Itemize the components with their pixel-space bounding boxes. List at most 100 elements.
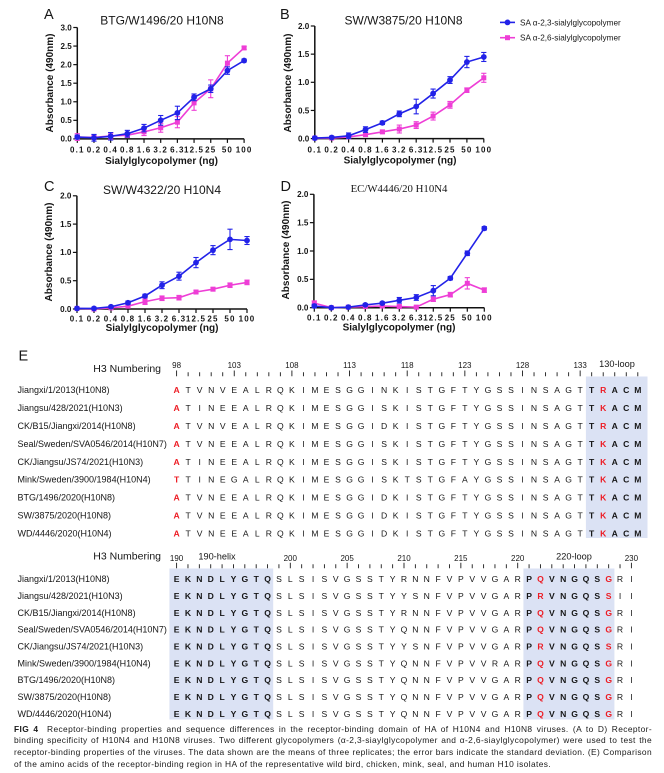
svg-text:Absorbance (490nm): Absorbance (490nm): [45, 34, 56, 133]
svg-text:1.5: 1.5: [61, 79, 73, 88]
svg-text:25: 25: [445, 314, 456, 323]
svg-text:D: D: [281, 179, 291, 195]
svg-text:EKNDLYGTQ: EKNDLYGTQ: [174, 591, 271, 601]
svg-text:6.3: 6.3: [409, 314, 424, 323]
svg-text:SLSISVGSSTYQNNFVPVVGAR: SLSISVGSSTYQNNFVPVVGAR: [276, 709, 521, 719]
svg-text:H3 Numbering: H3 Numbering: [93, 551, 161, 563]
svg-text:0.8: 0.8: [121, 315, 136, 324]
svg-text:1.5: 1.5: [60, 220, 72, 229]
svg-text:SLSISVGSSTYRNNFVPVVGAR: SLSISVGSSTYRNNFVPVVGAR: [276, 608, 521, 618]
svg-text:0.8: 0.8: [358, 314, 373, 323]
svg-text:C: C: [44, 179, 54, 195]
svg-text:T: T: [174, 475, 180, 485]
svg-text:100: 100: [475, 146, 492, 155]
svg-text:190-helix: 190-helix: [198, 552, 236, 562]
svg-text:TINEGALRQKIMESGGISKTSTGFAYGSSI: TINEGALRQKIMESGGISKTSTGFAYGSSINSAGT: [186, 475, 584, 485]
svg-text:RI: RI: [617, 574, 633, 584]
svg-text:6.3: 6.3: [409, 146, 424, 155]
svg-text:SLSISVGSSTYRNNFVPVVGAR: SLSISVGSSTYRNNFVPVVGAR: [276, 574, 521, 584]
svg-text:0.4: 0.4: [341, 146, 356, 155]
svg-text:A: A: [44, 7, 54, 23]
svg-text:TINEEALRQKIMESGGISKISTGFTYGSSI: TINEEALRQKIMESGGISKISTGFTYGSSINSAGT: [186, 403, 584, 413]
svg-text:0.0: 0.0: [298, 134, 310, 143]
svg-text:RI: RI: [617, 675, 633, 685]
svg-text:BTG/1496/2020(H10N8): BTG/1496/2020(H10N8): [18, 493, 116, 503]
svg-text:A: A: [173, 421, 179, 431]
svg-text:EKNDLYGTQ: EKNDLYGTQ: [174, 709, 271, 719]
svg-text:SW/W4322/20 H10N4: SW/W4322/20 H10N4: [103, 183, 221, 197]
svg-text:1.0: 1.0: [60, 248, 72, 257]
svg-text:230: 230: [625, 554, 639, 563]
svg-text:108: 108: [285, 361, 299, 370]
svg-text:SLSISVGSSTYQNNFVPVVRAR: SLSISVGSSTYQNNFVPVVRAR: [276, 658, 521, 668]
svg-text:0.5: 0.5: [297, 275, 309, 284]
svg-text:25: 25: [205, 146, 216, 155]
svg-text:A: A: [173, 493, 179, 503]
svg-text:SA α-2,6-sialylglycopolymer: SA α-2,6-sialylglycopolymer: [520, 34, 621, 43]
svg-text:100: 100: [476, 314, 493, 323]
svg-text:1.0: 1.0: [297, 247, 309, 256]
svg-text:Sialylglycopolymer (ng): Sialylglycopolymer (ng): [105, 156, 218, 167]
svg-text:123: 123: [458, 361, 472, 370]
svg-text:TVNEEALRQKIMESGGIDKISTGFTYGSSI: TVNEEALRQKIMESGGIDKISTGFTYGSSINSAGT: [186, 528, 584, 538]
svg-text:TVNEEALRQKIMESGGIDKISTGFTYGSSI: TVNEEALRQKIMESGGIDKISTGFTYGSSINSAGT: [186, 511, 584, 521]
svg-text:113: 113: [343, 361, 356, 370]
svg-text:1.6: 1.6: [137, 146, 152, 155]
svg-text:3.2: 3.2: [155, 315, 170, 324]
svg-text:1.6: 1.6: [138, 315, 153, 324]
svg-text:0.5: 0.5: [298, 106, 310, 115]
svg-text:A: A: [173, 439, 179, 449]
svg-text:1.0: 1.0: [298, 78, 310, 87]
svg-text:CK/Jiangsu/JS74/2021(H10N3): CK/Jiangsu/JS74/2021(H10N3): [18, 642, 144, 652]
svg-text:A: A: [173, 385, 179, 395]
svg-text:A: A: [173, 403, 179, 413]
svg-text:0.2: 0.2: [87, 315, 102, 324]
svg-text:2.5: 2.5: [61, 42, 73, 51]
svg-text:TVNVEALRQKIMESGGIDKISTGFTYGSSI: TVNVEALRQKIMESGGIDKISTGFTYGSSINSAGT: [186, 421, 584, 431]
svg-text:EKNDLYGTQ: EKNDLYGTQ: [174, 675, 271, 685]
svg-text:3.2: 3.2: [392, 314, 407, 323]
svg-text:220: 220: [511, 554, 525, 563]
svg-text:2.0: 2.0: [60, 192, 72, 201]
svg-text:0.0: 0.0: [297, 304, 309, 313]
svg-text:RI: RI: [617, 625, 633, 635]
svg-text:2.0: 2.0: [61, 60, 73, 69]
svg-text:3.2: 3.2: [153, 146, 168, 155]
svg-text:BTG/W1496/20 H10N8: BTG/W1496/20 H10N8: [100, 14, 224, 28]
svg-text:50: 50: [461, 146, 472, 155]
svg-text:Jiangxi/1/2013(H10N8): Jiangxi/1/2013(H10N8): [18, 574, 110, 584]
svg-text:CK/Jiangsu/JS74/2021(H10N3): CK/Jiangsu/JS74/2021(H10N3): [18, 457, 144, 467]
svg-text:RI: RI: [617, 658, 633, 668]
svg-text:Sialylglycopolymer (ng): Sialylglycopolymer (ng): [344, 156, 457, 167]
svg-text:1.6: 1.6: [375, 314, 390, 323]
svg-text:1.0: 1.0: [61, 98, 73, 107]
svg-text:12.5: 12.5: [186, 315, 206, 324]
svg-text:130-loop: 130-loop: [599, 359, 635, 369]
svg-text:H3 Numbering: H3 Numbering: [93, 363, 161, 375]
svg-text:2.0: 2.0: [298, 22, 310, 31]
svg-text:EC/W4446/20 H10N4: EC/W4446/20 H10N4: [351, 183, 448, 195]
svg-text:A: A: [173, 457, 179, 467]
svg-text:Absorbance (490nm): Absorbance (490nm): [44, 203, 55, 302]
svg-text:Seal/Sweden/SVA0546/2014(H10N7: Seal/Sweden/SVA0546/2014(H10N7): [18, 625, 167, 635]
svg-text:SW/3875/2020(H10N8): SW/3875/2020(H10N8): [18, 511, 112, 521]
svg-text:SLSISVGSSTYQNNFVPVVGAR: SLSISVGSSTYQNNFVPVVGAR: [276, 675, 521, 685]
svg-text:RI: RI: [617, 692, 633, 702]
svg-text:A: A: [173, 511, 179, 521]
svg-text:0.1: 0.1: [307, 314, 322, 323]
svg-text:Jiangsu/428/2021(H10N3): Jiangsu/428/2021(H10N3): [18, 403, 123, 413]
svg-text:SLSISVGSSTYYSNFVPVVGAR: SLSISVGSSTYYSNFVPVVGAR: [276, 591, 521, 601]
svg-text:Absorbance (490nm): Absorbance (490nm): [283, 34, 294, 133]
svg-text:50: 50: [224, 315, 235, 324]
svg-text:0.8: 0.8: [358, 146, 373, 155]
svg-text:1.5: 1.5: [298, 50, 310, 59]
svg-text:SLSISVGSSTYYSNFVPVVGAR: SLSISVGSSTYYSNFVPVVGAR: [276, 642, 521, 652]
svg-text:SLSISVGSSTYQNNFVPVVGAR: SLSISVGSSTYQNNFVPVVGAR: [276, 625, 521, 635]
